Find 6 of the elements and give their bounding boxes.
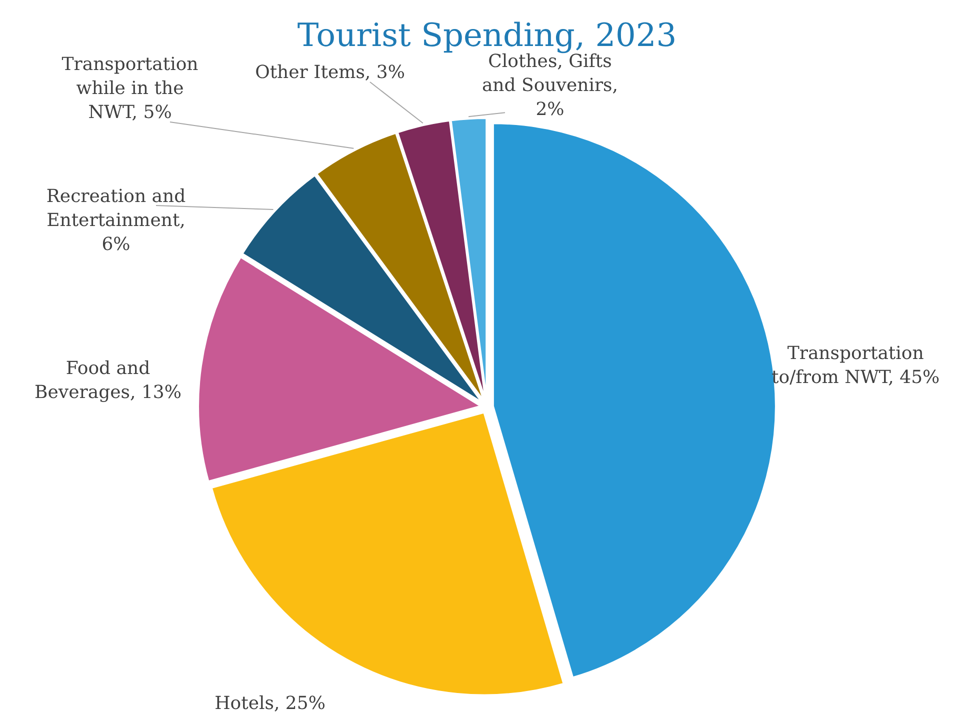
slice-label: Recreation and Entertainment, 6%: [46, 186, 186, 255]
slice-label: Hotels, 25%: [214, 693, 326, 714]
slice-label: Transportation while in the NWT, 5%: [62, 54, 199, 123]
chart-title: Tourist Spending, 2023: [297, 16, 677, 54]
slice-label: Other Items, 3%: [255, 62, 405, 83]
slice-label: Food and Beverages, 13%: [34, 358, 182, 403]
